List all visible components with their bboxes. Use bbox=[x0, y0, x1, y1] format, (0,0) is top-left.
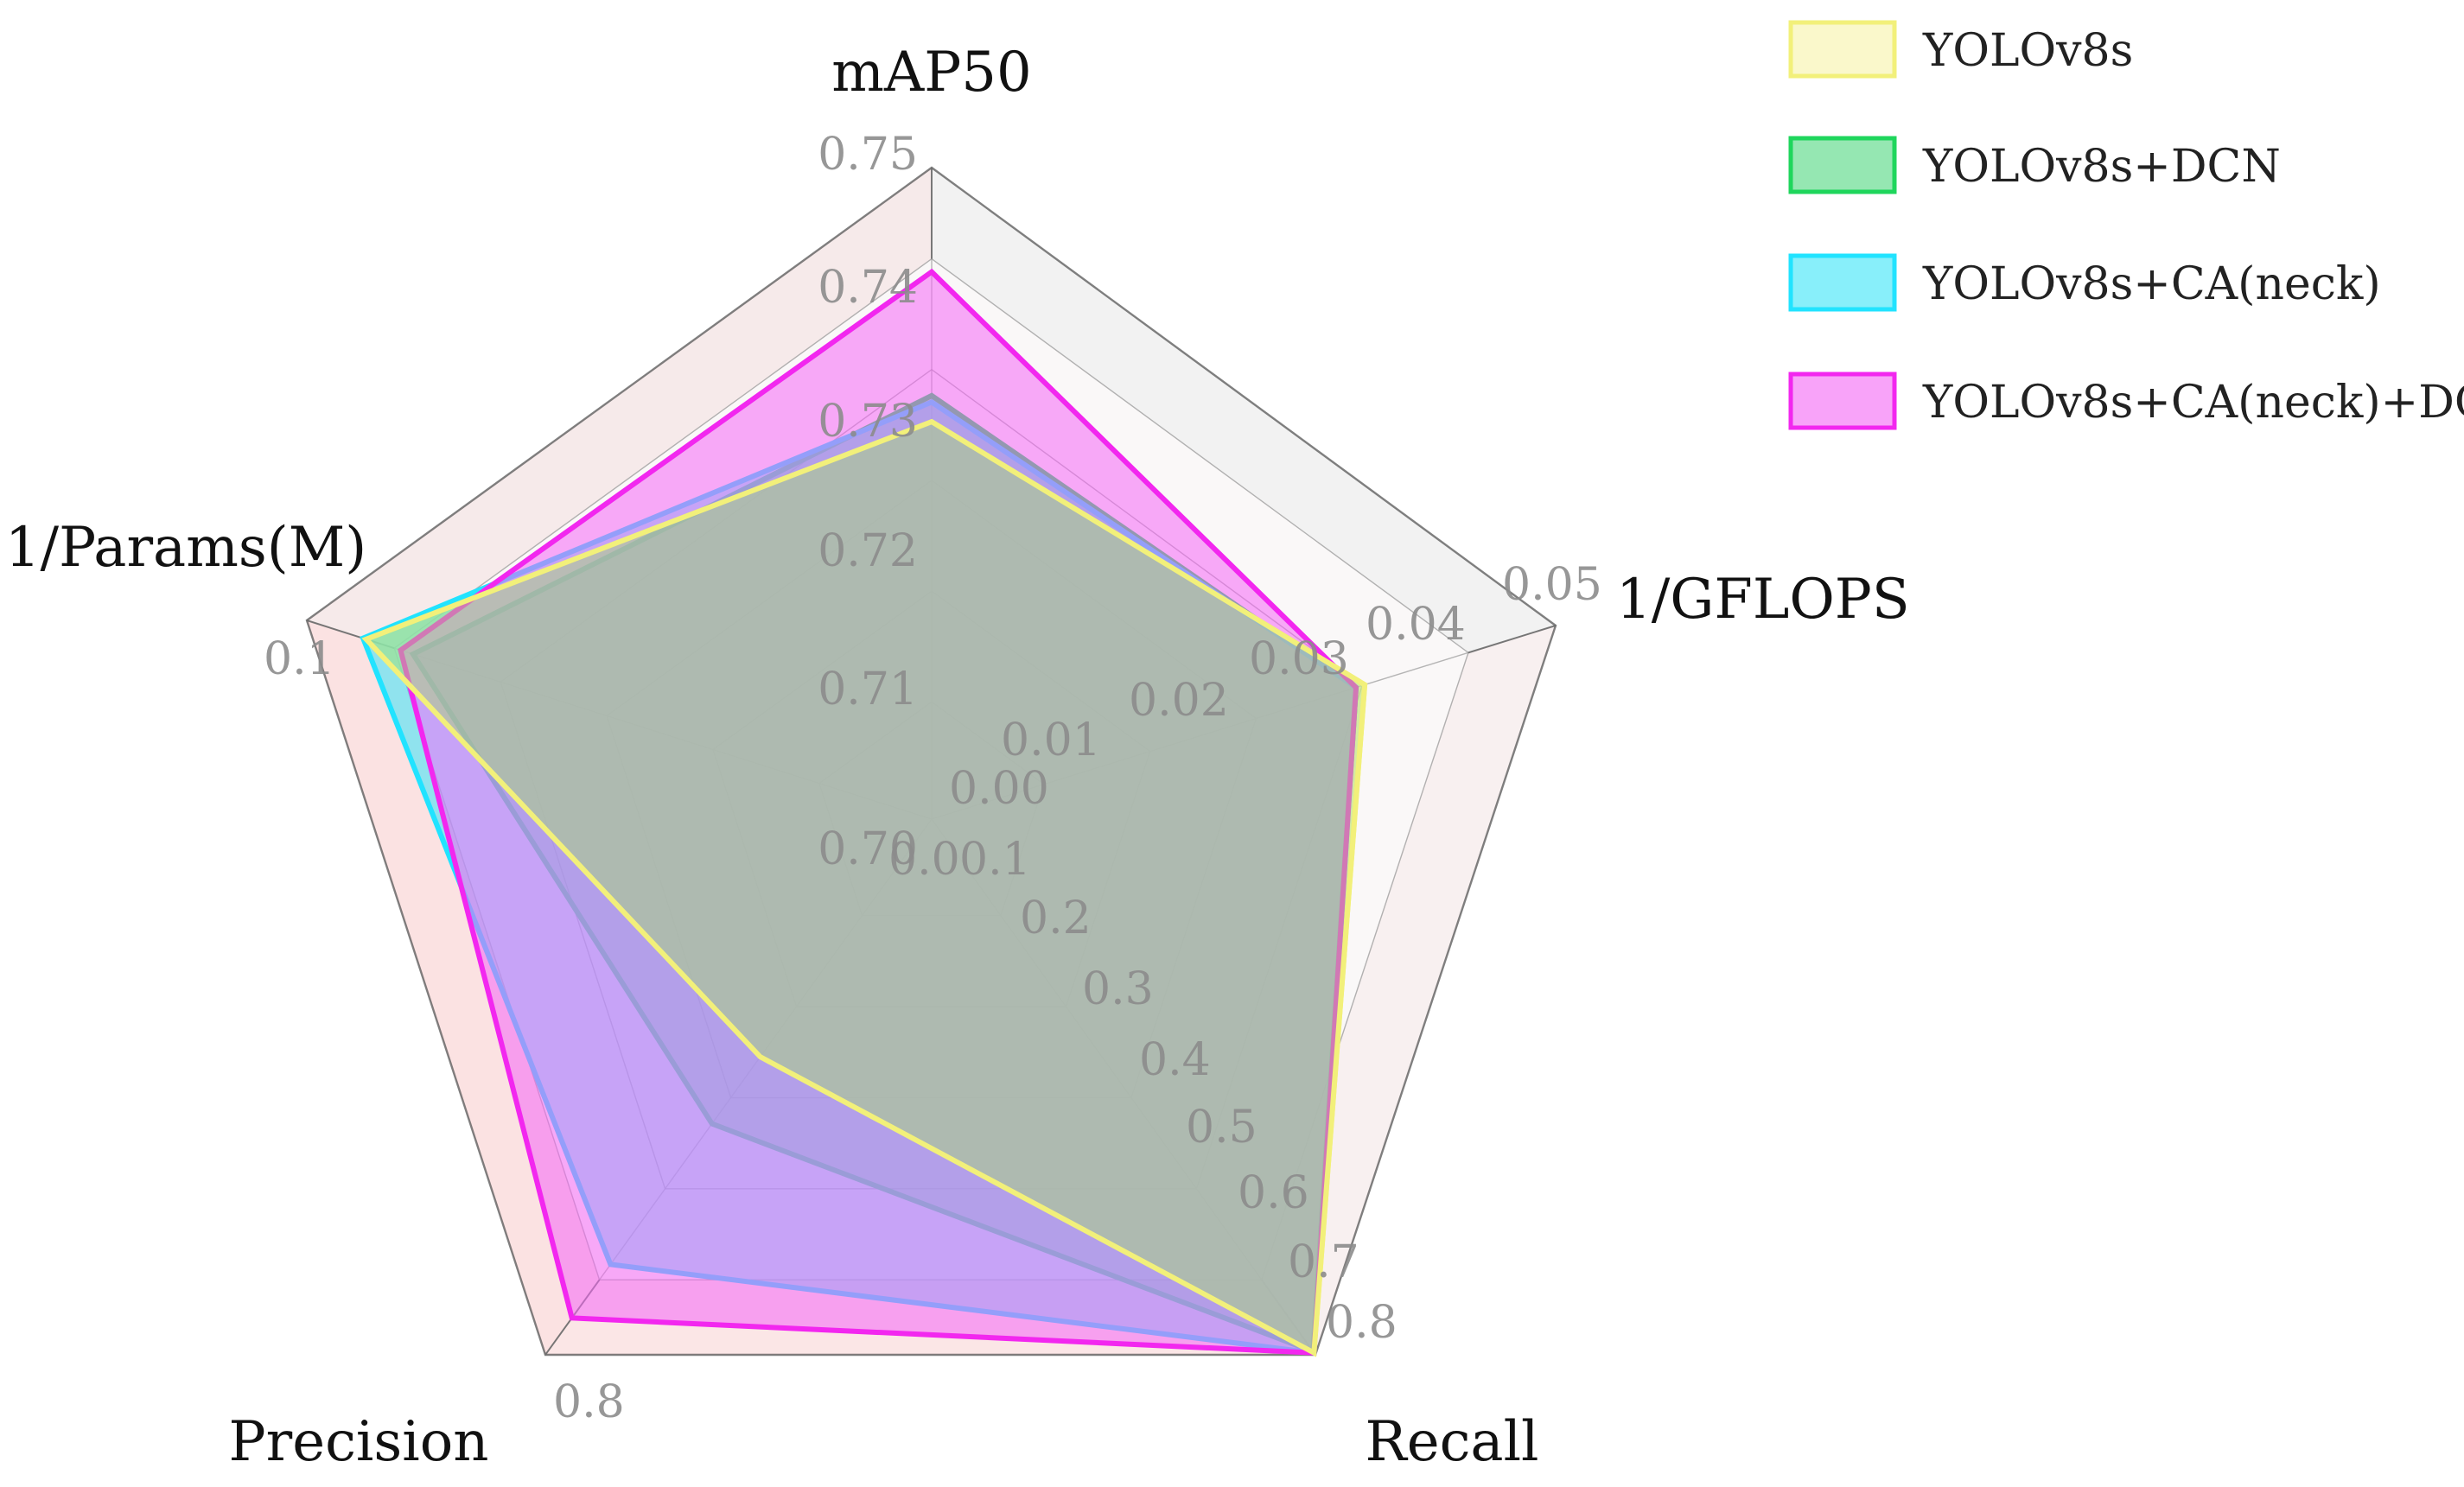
grid-wall bbox=[932, 168, 1556, 653]
series-area-3 bbox=[398, 268, 1359, 1356]
tick-label-GFLOPS: 0.05 bbox=[1502, 559, 1602, 611]
tick-label-Recall: 0.6 bbox=[1238, 1167, 1309, 1219]
tick-label-GFLOPS: 0.01 bbox=[1001, 715, 1101, 766]
axis-title-3: Precision bbox=[229, 1410, 489, 1474]
legend-label-0: YOLOv8s bbox=[1922, 25, 2133, 77]
tick-label-mAP50: 0.71 bbox=[818, 664, 918, 715]
tick-label-GFLOPS: 0.04 bbox=[1366, 599, 1466, 651]
legend-label-3: YOLOv8s+CA(neck)+DCN bbox=[1922, 377, 2464, 429]
legend-swatch-3 bbox=[1788, 372, 1897, 430]
tick-label-GFLOPS: 0.02 bbox=[1129, 675, 1229, 727]
grid-ring bbox=[305, 166, 1557, 1357]
grid-wall bbox=[307, 168, 932, 649]
axis-title-2: Recall bbox=[1366, 1410, 1539, 1474]
tick-label-Recall: 0.8 bbox=[1326, 1297, 1398, 1349]
series-area-highlight bbox=[361, 418, 1368, 1357]
axis-title-1: 1/GFLOPS bbox=[1616, 568, 1910, 632]
tick-label-Recall: 0.2 bbox=[1020, 893, 1092, 944]
tick-label-mAP50: 0.72 bbox=[818, 525, 918, 577]
tick-label-mAP50: 0.75 bbox=[818, 129, 918, 181]
axis-title-4: 1/Params(M) bbox=[5, 516, 366, 580]
grid-wall bbox=[1261, 626, 1556, 1355]
series-layer bbox=[360, 268, 1368, 1357]
tick-label-Recall: 0.1 bbox=[959, 834, 1031, 886]
label-layer: 0.70 0.71 0.72 0.73 0.74 0.75 0.000.01 0.02 0.03… bbox=[5, 41, 1910, 1474]
legend-label-1: YOLOv8s+DCN bbox=[1922, 141, 2281, 193]
legend-swatch-1 bbox=[1788, 136, 1897, 194]
axis-title-0: mAP50 bbox=[831, 41, 1031, 105]
tick-label-Params: 0.1 bbox=[264, 633, 335, 685]
grid-edge bbox=[1468, 625, 1557, 654]
tick-label-Recall: 0.4 bbox=[1139, 1034, 1211, 1086]
grid-wall bbox=[307, 620, 600, 1355]
tick-label-GFLOPS: 0.03 bbox=[1249, 633, 1349, 685]
tick-label-Recall: 0.7 bbox=[1288, 1236, 1359, 1288]
tick-label-mAP50: 0.74 bbox=[818, 262, 918, 314]
legend-label-2: YOLOv8s+CA(neck) bbox=[1922, 258, 2381, 310]
legend-swatch-2 bbox=[1788, 253, 1897, 312]
tick-label-Recall: 0.3 bbox=[1082, 963, 1154, 1015]
tick-label-Precision: 0.8 bbox=[553, 1376, 625, 1428]
tick-label-Recall: 0.5 bbox=[1186, 1102, 1257, 1153]
tick-label-mAP50: 0.70 bbox=[818, 823, 918, 875]
tick-label-mAP50: 0.73 bbox=[818, 396, 918, 448]
tick-label-GFLOPS: 0.00 bbox=[949, 763, 1049, 815]
tick-label-Recall: 0.0 bbox=[888, 834, 960, 886]
legend-swatch-0 bbox=[1788, 20, 1897, 79]
legend: YOLOv8s YOLOv8s+DCN YOLOv8s+CA(neck) YOLOv8… bbox=[1788, 20, 2464, 430]
